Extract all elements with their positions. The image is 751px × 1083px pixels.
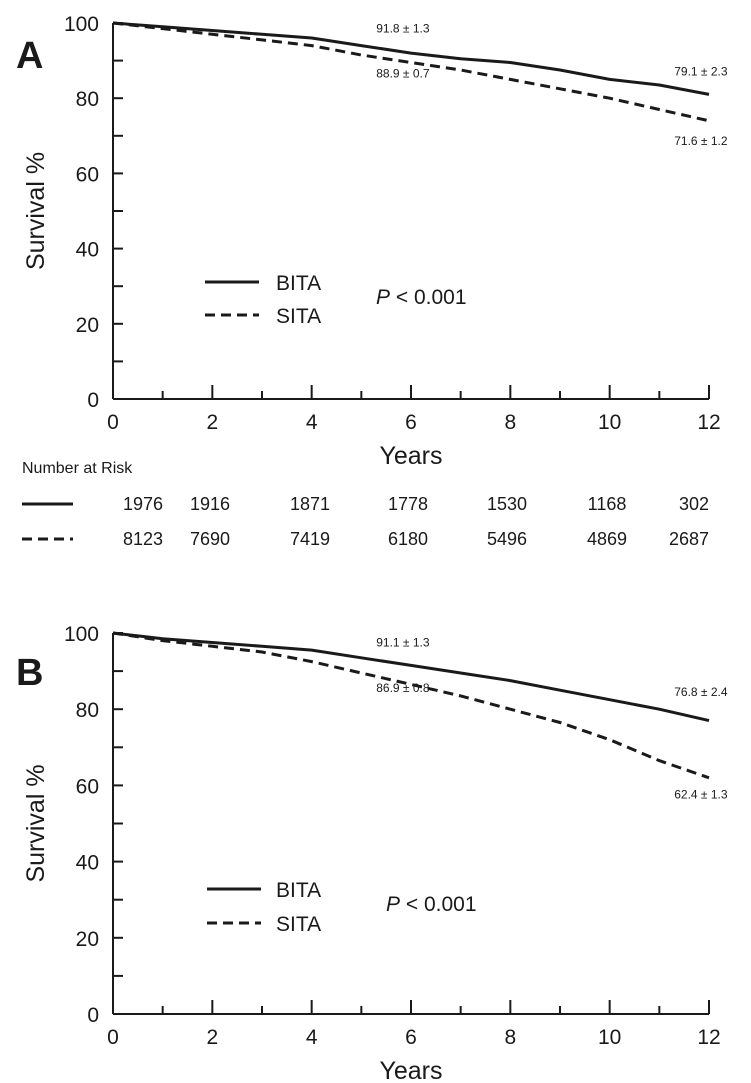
x-tick-label: 6	[405, 1026, 417, 1049]
y-tick-label: 60	[76, 163, 99, 186]
legend-label-sita: SITA	[276, 305, 321, 328]
y-axis-title: Survival %	[22, 152, 50, 270]
risk-table-cell: 1778	[388, 494, 428, 514]
survival-annotation: 71.6 ± 1.2	[674, 134, 728, 148]
x-tick-label: 4	[306, 411, 318, 434]
y-tick-label: 20	[76, 314, 99, 337]
risk-table-cell: 1976	[123, 494, 163, 514]
y-tick-label: 100	[64, 13, 99, 36]
x-tick-label: 12	[697, 411, 720, 434]
x-tick-label: 2	[206, 1026, 218, 1049]
survival-annotation: 76.8 ± 2.4	[674, 685, 728, 699]
survival-annotation: 91.8 ± 1.3	[376, 21, 430, 35]
risk-table-cell: 7419	[290, 529, 330, 549]
y-tick-label: 80	[76, 88, 99, 111]
risk-table-cell: 4869	[587, 529, 627, 549]
panel-label: A	[16, 35, 43, 77]
survival-annotation: 91.1 ± 1.3	[376, 635, 430, 649]
y-tick-label: 40	[76, 239, 99, 262]
x-tick-label: 2	[206, 411, 218, 434]
panel-label: B	[16, 652, 43, 694]
y-tick-label: 40	[76, 852, 99, 875]
legend: BITA SITA	[205, 272, 321, 328]
x-tick-label: 6	[405, 411, 417, 434]
risk-table-cell: 1168	[588, 494, 627, 514]
risk-table-cell: 6180	[388, 529, 428, 549]
x-tick-label: 8	[504, 1026, 516, 1049]
y-tick-label: 80	[76, 699, 99, 722]
x-axis-title: Years	[379, 442, 442, 470]
risk-table: Number at Risk 1976 1916 1871 1778 1530 1168 30…	[22, 460, 709, 549]
legend-label-sita: SITA	[276, 913, 321, 936]
x-tick-label: 12	[697, 1026, 720, 1049]
x-tick-label: 0	[107, 1026, 119, 1049]
risk-table-cell: 7690	[190, 529, 230, 549]
series-line-bita	[112, 631, 710, 723]
y-tick-label: 0	[87, 1004, 99, 1027]
y-tick-label: 100	[64, 623, 99, 646]
p-value-label: P < 0.001	[376, 286, 467, 309]
legend-label-bita: BITA	[276, 879, 321, 902]
survival-annotation: 88.9 ± 0.7	[376, 67, 430, 81]
x-tick-label: 0	[107, 411, 119, 434]
x-tick-label: 4	[306, 1026, 318, 1049]
series-line-bita	[112, 21, 710, 96]
y-tick-label: 20	[76, 928, 99, 951]
legend-label-bita: BITA	[276, 272, 321, 295]
p-value-text: < 0.001	[390, 286, 466, 309]
survival-annotation: 86.9 ± 0.8	[376, 681, 430, 695]
chart-panel-A: A 0 20 40 60 80 100 0 2 4 6 8 10 12 Years Survival % 91.…	[16, 13, 728, 549]
risk-table-cell: 1916	[190, 494, 230, 514]
y-tick-label: 60	[76, 775, 99, 798]
p-value-symbol: P	[386, 893, 400, 916]
p-value-symbol: P	[376, 286, 390, 309]
survival-annotation: 62.4 ± 1.3	[674, 788, 728, 802]
series-line-sita	[112, 631, 710, 780]
risk-table-cell: 302	[679, 494, 709, 514]
risk-table-cell: 2687	[669, 529, 709, 549]
x-axis-title: Years	[379, 1057, 442, 1083]
y-tick-label: 0	[87, 389, 99, 412]
chart-panel-B: B 0 20 40 60 80 100 0 2 4 6 8 10 12 Years Survival % 91.…	[16, 623, 728, 1083]
x-tick-label: 10	[598, 411, 621, 434]
risk-table-title: Number at Risk	[22, 460, 133, 477]
series-line-sita	[112, 21, 710, 123]
risk-table-cell: 5496	[487, 529, 527, 549]
legend: BITA SITA	[207, 879, 321, 936]
p-value-label: P < 0.001	[386, 893, 477, 916]
risk-table-cell: 8123	[123, 529, 163, 549]
risk-table-cell: 1530	[487, 494, 527, 514]
y-axis-title: Survival %	[22, 764, 50, 882]
x-tick-label: 8	[504, 411, 516, 434]
risk-table-cell: 1871	[290, 494, 330, 514]
x-tick-label: 10	[598, 1026, 621, 1049]
p-value-text: < 0.001	[400, 893, 476, 916]
survival-annotation: 79.1 ± 2.3	[674, 65, 728, 79]
